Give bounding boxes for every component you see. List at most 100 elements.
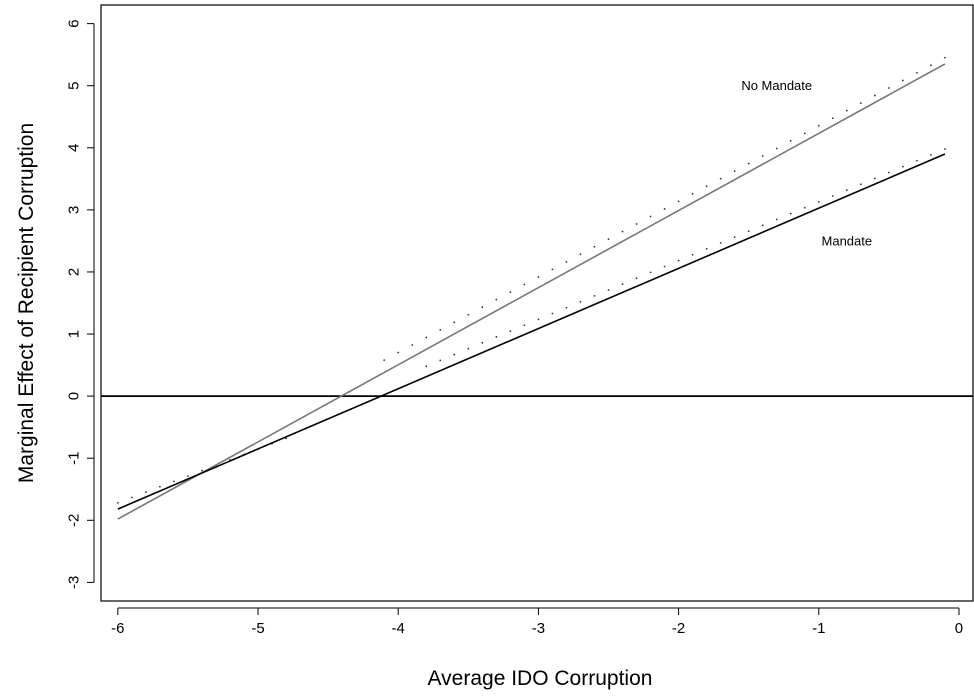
ci-dot-1-upper_bound-31 xyxy=(859,183,862,186)
ci-dot-1-upper_bound-12 xyxy=(593,294,596,297)
ci-dot-0-upper_bound-35 xyxy=(873,94,876,97)
ci-dot-1-upper_bound-16 xyxy=(649,271,652,274)
ci-dot-0-upper_bound-25 xyxy=(733,170,736,173)
ci-dot-0-upper_bound-0 xyxy=(383,359,386,362)
ci-dot-1-upper_bound-15 xyxy=(635,277,638,280)
y-tick-label-4: 1 xyxy=(66,330,83,338)
ci-dot-1-upper_bound-21 xyxy=(719,242,722,244)
ci-dot-0-upper_bound-10 xyxy=(523,283,526,286)
ci-dot-0-upper_bound-26 xyxy=(747,162,750,165)
y-tick-label-3: 0 xyxy=(66,392,83,400)
x-tick-label-2: -4 xyxy=(392,620,405,637)
ci-dot-1-upper_bound-23 xyxy=(747,230,750,233)
ci-dot-1-upper_bound-22 xyxy=(733,236,736,239)
ci-dot-0-upper_bound-13 xyxy=(565,260,568,263)
ci-dot-1-upper_bound-11 xyxy=(579,300,582,303)
ci-dot-1-upper_bound-24 xyxy=(761,224,764,227)
y-tick-label-6: 3 xyxy=(66,206,83,214)
ci-dot-1-upper_bound-27 xyxy=(803,206,806,209)
ci-dot-1-lower_bound-3 xyxy=(158,485,161,488)
ci-dot-1-upper_bound-4 xyxy=(481,341,484,344)
ci-dot-1-upper_bound-26 xyxy=(789,212,792,215)
ci-dot-1-upper_bound-14 xyxy=(621,283,624,286)
confidence-bounds xyxy=(116,56,946,504)
ci-dot-1-upper_bound-20 xyxy=(705,247,708,250)
series-line-1 xyxy=(117,153,946,510)
ci-dot-1-upper_bound-3 xyxy=(467,347,470,350)
ci-dot-0-upper_bound-1 xyxy=(397,351,400,354)
x-axis: -6 -5 -4 -3 -2 -1 0 xyxy=(111,607,963,637)
ci-dot-0-upper_bound-31 xyxy=(817,124,820,127)
ci-dot-1-upper_bound-13 xyxy=(607,289,610,291)
y-tick-label-0: -3 xyxy=(66,576,83,589)
ci-dot-1-upper_bound-0 xyxy=(425,365,428,368)
ci-dot-0-upper_bound-11 xyxy=(537,276,540,278)
ci-dot-1-upper_bound-7 xyxy=(523,324,526,327)
ci-dot-1-upper_bound-32 xyxy=(873,177,876,180)
x-tick-label-1: -5 xyxy=(251,620,264,637)
annotation-0: No Mandate xyxy=(741,78,812,93)
x-tick-label-4: -2 xyxy=(672,620,685,637)
ci-dot-0-upper_bound-39 xyxy=(930,64,932,67)
ci-dot-0-upper_bound-30 xyxy=(803,132,806,135)
ci-dot-1-upper_bound-35 xyxy=(916,159,918,162)
annotations: No Mandate Mandate xyxy=(741,78,872,248)
ci-dot-0-upper_bound-16 xyxy=(607,238,610,241)
ci-dot-0-upper_bound-12 xyxy=(551,268,554,271)
ci-dot-0-upper_bound-17 xyxy=(621,230,624,233)
ci-dot-0-upper_bound-28 xyxy=(775,147,778,150)
ci-dot-0-upper_bound-15 xyxy=(593,245,596,248)
ci-dot-1-upper_bound-1 xyxy=(439,359,442,362)
ci-dot-1-upper_bound-25 xyxy=(775,218,778,221)
ci-dot-1-upper_bound-8 xyxy=(537,318,540,321)
ci-dot-1-upper_bound-34 xyxy=(902,165,904,168)
ci-dot-0-upper_bound-21 xyxy=(677,200,680,203)
ci-dot-0-upper_bound-38 xyxy=(916,71,918,74)
y-axis: -3 -2 -1 0 1 2 3 4 5 6 xyxy=(66,19,95,589)
ci-dot-1-upper_bound-9 xyxy=(551,312,554,315)
ci-dot-0-upper_bound-14 xyxy=(579,253,582,256)
y-tick-label-7: 4 xyxy=(66,144,83,152)
ci-dot-1-upper_bound-10 xyxy=(565,306,568,309)
ci-dot-1-upper_bound-36 xyxy=(930,154,932,156)
ci-dot-1-lower_bound-0 xyxy=(116,502,119,504)
ci-dot-1-upper_bound-19 xyxy=(691,253,694,256)
ci-dot-0-upper_bound-29 xyxy=(789,140,792,142)
y-tick-label-5: 2 xyxy=(66,268,83,276)
series-lines xyxy=(117,63,946,520)
ci-dot-1-upper_bound-33 xyxy=(887,171,890,174)
x-tick-label-5: -1 xyxy=(812,620,825,637)
ci-dot-1-upper_bound-18 xyxy=(677,259,680,262)
ci-dot-1-upper_bound-17 xyxy=(663,265,666,268)
ci-dot-0-upper_bound-27 xyxy=(761,155,764,157)
ci-dot-0-upper_bound-22 xyxy=(691,192,694,195)
ci-dot-0-upper_bound-8 xyxy=(495,298,498,301)
ci-dot-0-upper_bound-2 xyxy=(411,344,414,346)
ci-dot-0-upper_bound-7 xyxy=(481,306,484,309)
ci-dot-1-upper_bound-6 xyxy=(509,330,512,332)
ci-dot-0-upper_bound-3 xyxy=(425,336,428,339)
y-tick-label-1: -2 xyxy=(66,514,83,527)
ci-dot-0-upper_bound-34 xyxy=(859,102,862,105)
ci-dot-1-upper_bound-29 xyxy=(831,195,834,197)
ci-dot-0-upper_bound-33 xyxy=(845,109,848,112)
ci-dot-0-upper_bound-23 xyxy=(705,185,708,188)
ci-dot-0-upper_bound-5 xyxy=(453,321,456,324)
y-axis-title: Marginal Effect of Recipient Corruption xyxy=(15,123,38,483)
ci-dot-1-upper_bound-28 xyxy=(817,200,820,203)
y-tick-label-8: 5 xyxy=(66,82,83,90)
ci-dot-1-lower_bound-1 xyxy=(130,496,133,499)
ci-dot-0-upper_bound-37 xyxy=(902,79,904,82)
ci-dot-1-lower_bound-2 xyxy=(144,491,147,494)
ci-dot-1-lower_bound-5 xyxy=(187,475,189,477)
x-tick-label-3: -3 xyxy=(532,620,545,637)
plot-frame xyxy=(100,4,974,602)
ci-dot-1-lower_bound-6 xyxy=(201,469,203,472)
ci-dot-0-upper_bound-19 xyxy=(649,215,652,218)
ci-dot-1-upper_bound-2 xyxy=(453,353,456,356)
ci-dot-0-upper_bound-20 xyxy=(663,208,666,210)
ci-dot-0-upper_bound-4 xyxy=(439,328,442,331)
ci-dot-0-upper_bound-32 xyxy=(831,117,834,120)
y-tick-label-2: -1 xyxy=(66,452,83,465)
ci-dot-1-upper_bound-37 xyxy=(944,148,946,150)
